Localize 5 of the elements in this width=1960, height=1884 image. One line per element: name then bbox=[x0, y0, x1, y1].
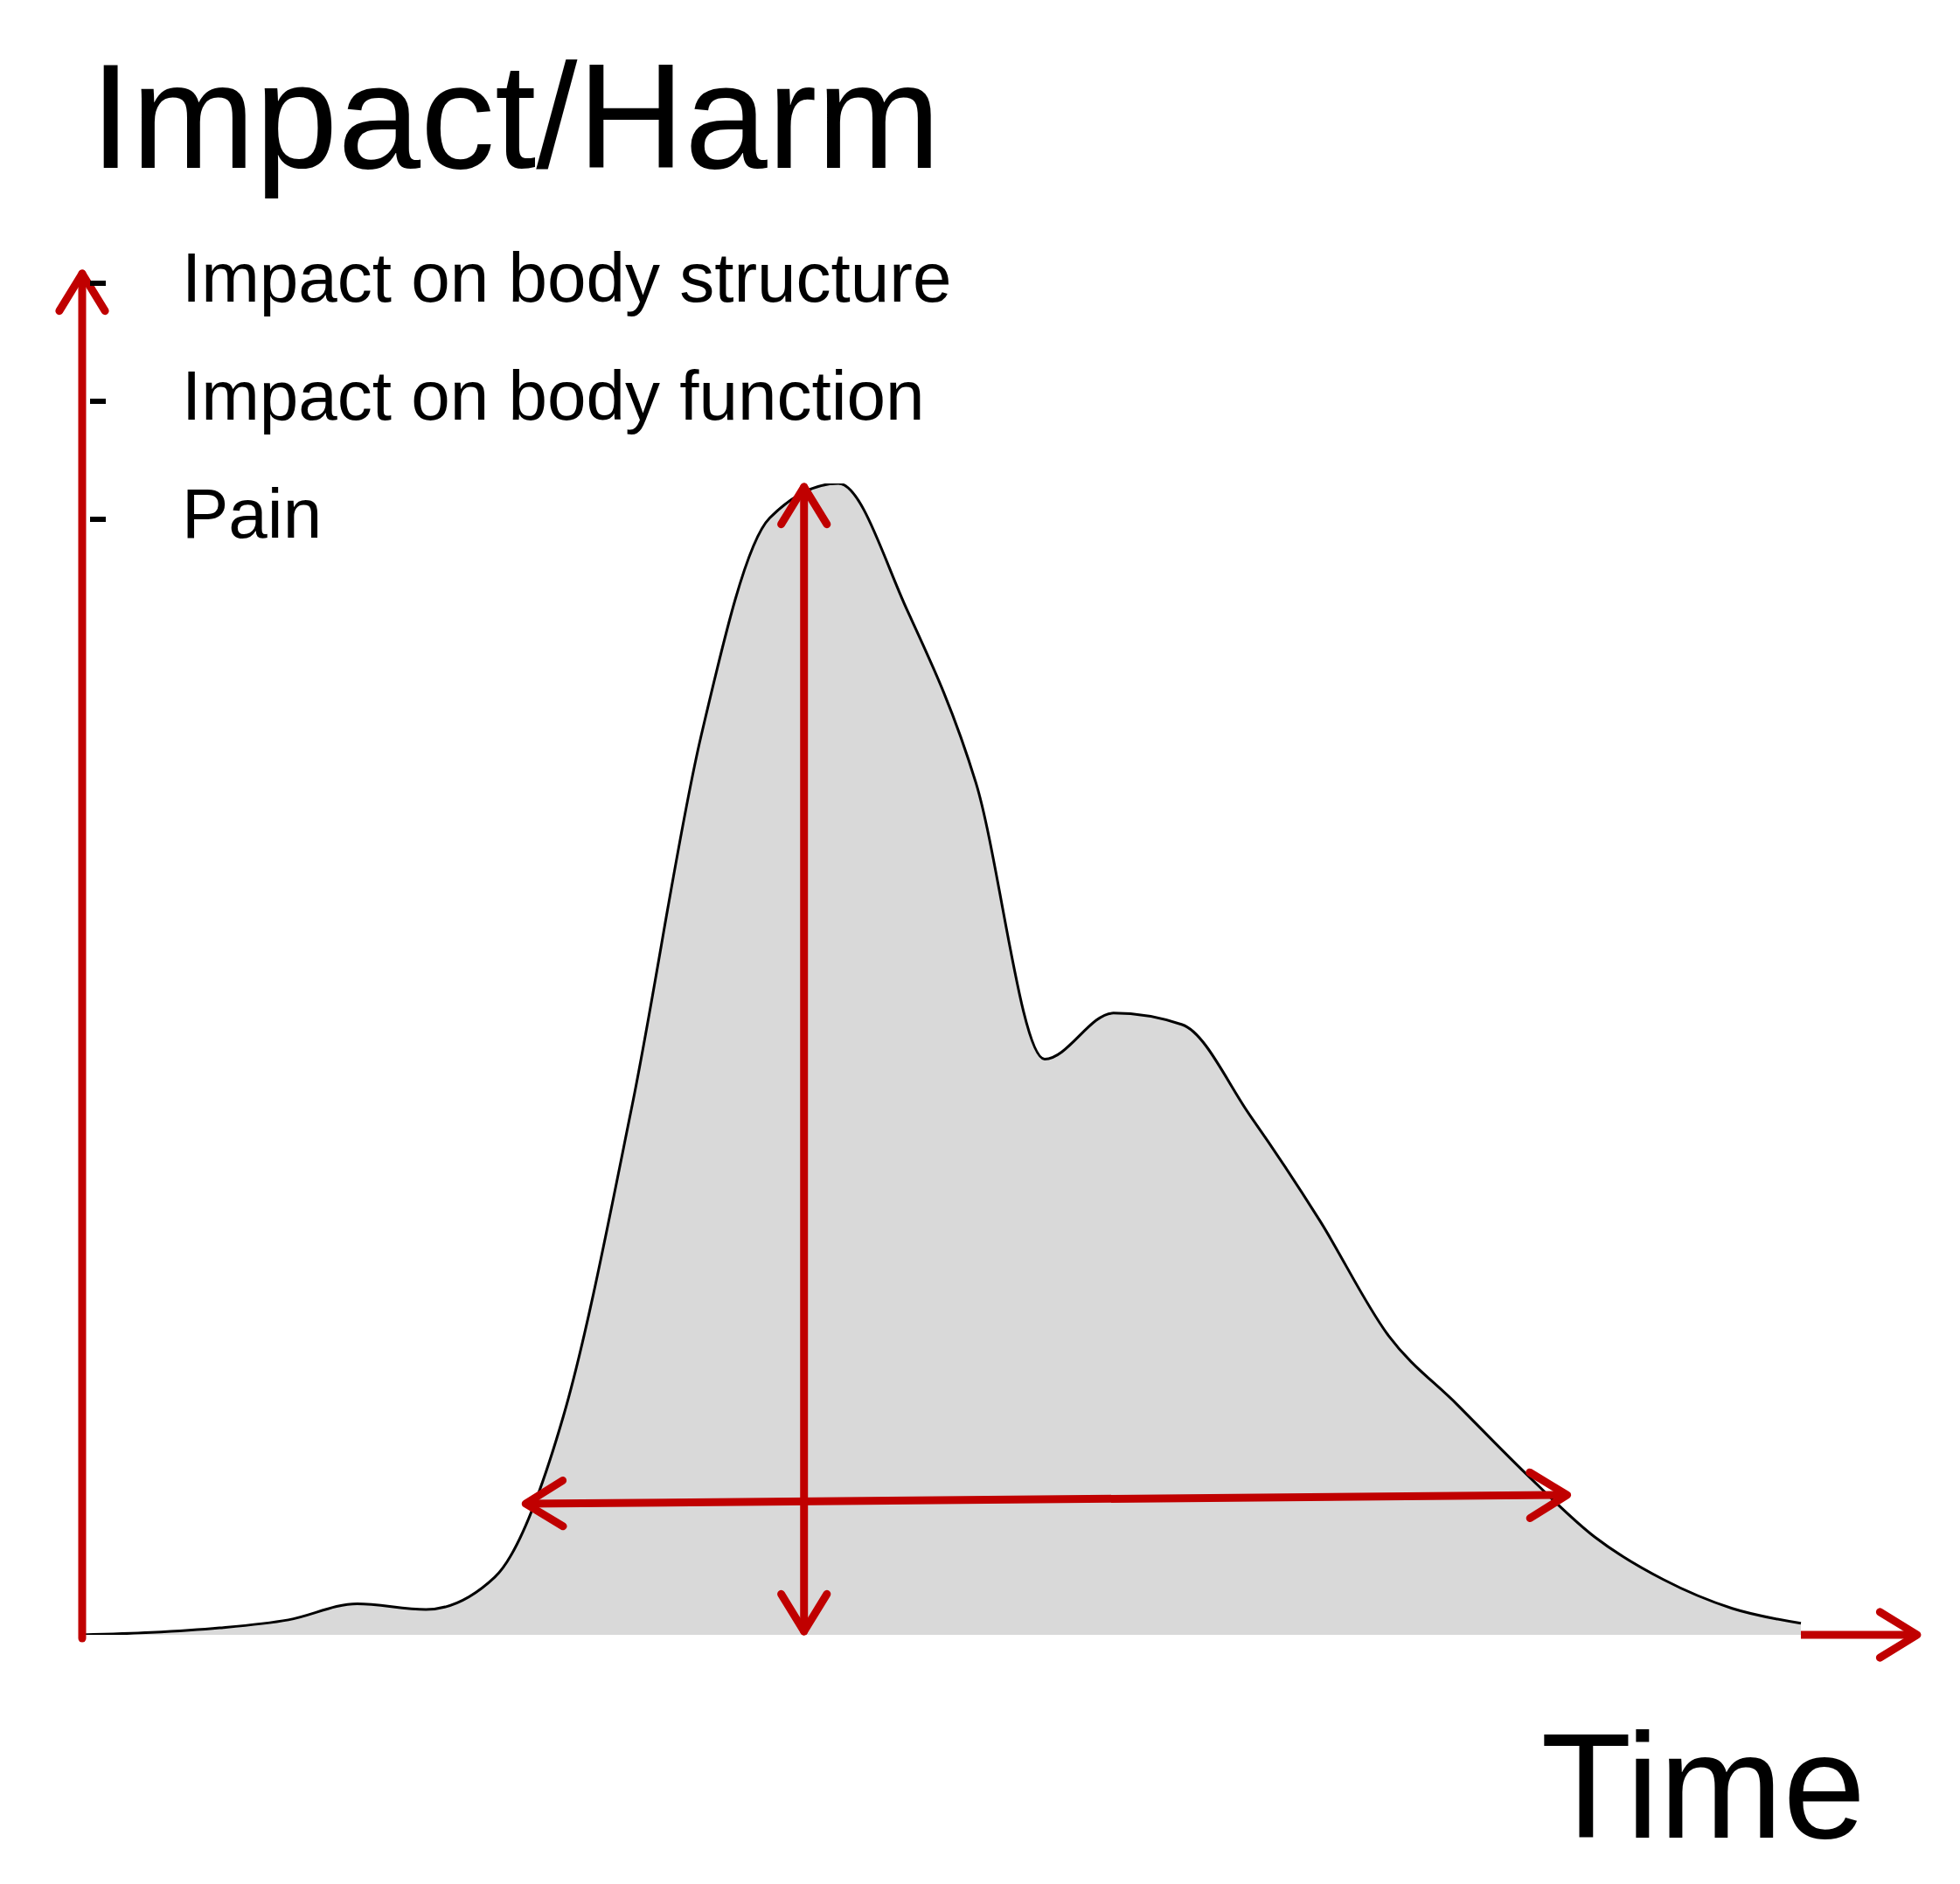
text: Impact on body structure bbox=[181, 239, 952, 316]
annotation: Pain bbox=[181, 475, 323, 553]
y-axis-title: Impact/Harm bbox=[90, 33, 941, 199]
text: Impact on body function bbox=[181, 357, 925, 435]
x-axis-title: Time bbox=[1540, 1703, 1866, 1869]
